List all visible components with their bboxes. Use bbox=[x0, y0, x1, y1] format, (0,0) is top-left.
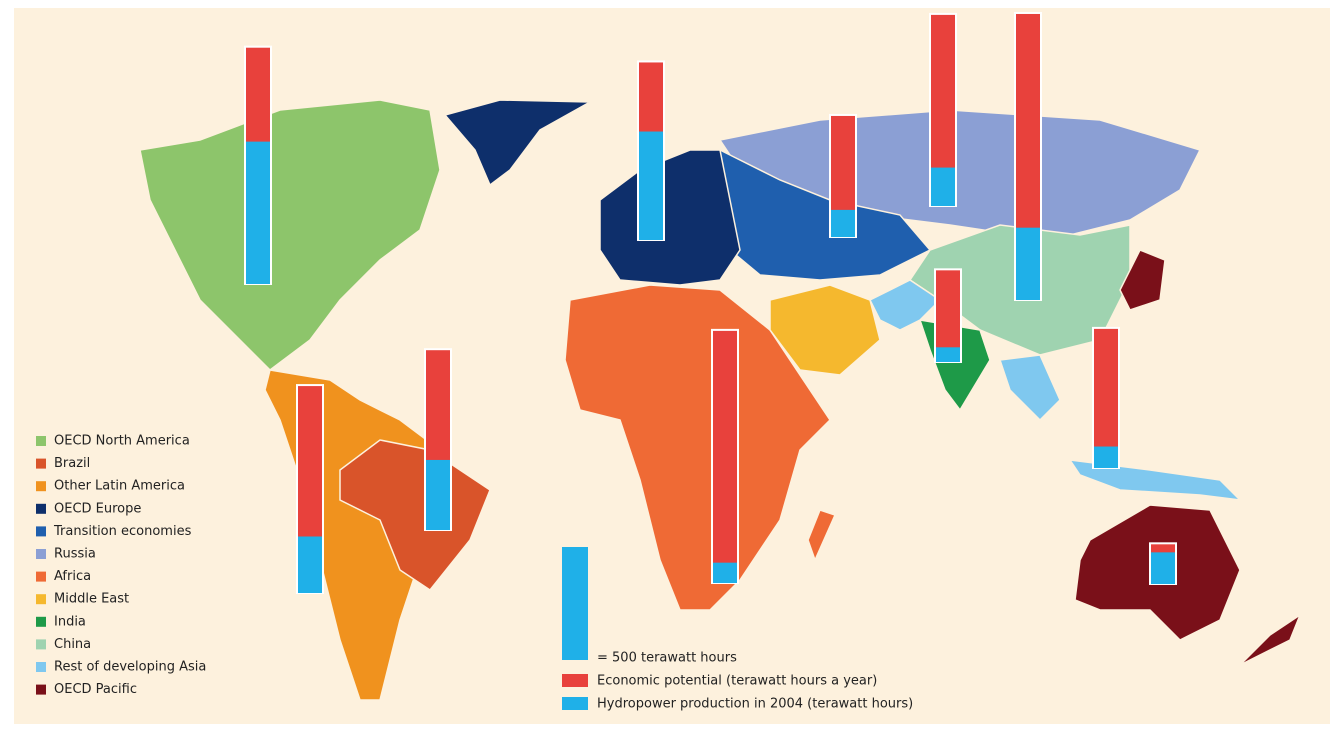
production-bar bbox=[713, 562, 737, 583]
scale-label: = 500 terawatt hours bbox=[597, 651, 737, 666]
scale-bar bbox=[562, 547, 588, 660]
production-bar bbox=[426, 459, 450, 530]
legend-swatch bbox=[36, 436, 46, 446]
legend-label: OECD Pacific bbox=[54, 682, 137, 697]
potential-bar bbox=[934, 268, 962, 363]
production-bar bbox=[639, 131, 663, 240]
legend-label: Transition economies bbox=[53, 524, 192, 539]
legend-swatch bbox=[36, 458, 46, 469]
legend-swatch bbox=[36, 571, 46, 582]
legend-swatch bbox=[36, 684, 46, 695]
legend-swatch bbox=[36, 662, 46, 672]
legend-label: Middle East bbox=[54, 592, 129, 607]
legend-swatch bbox=[36, 549, 46, 559]
legend-swatch bbox=[36, 594, 46, 605]
legend-label: Rest of developing Asia bbox=[54, 660, 206, 675]
production-bar bbox=[1016, 227, 1040, 300]
potential-bar bbox=[711, 328, 739, 584]
legend-label: India bbox=[54, 614, 86, 629]
legend-label: Economic potential (terawatt hours a yea… bbox=[597, 674, 877, 689]
legend-swatch bbox=[36, 616, 46, 627]
production-bar bbox=[931, 167, 955, 206]
legend-label: Brazil bbox=[54, 456, 90, 471]
production-bar bbox=[831, 209, 855, 237]
region-shape bbox=[1239, 613, 1302, 666]
legend-label: Russia bbox=[54, 547, 96, 562]
region-shape bbox=[1119, 249, 1166, 311]
production-bar bbox=[1094, 446, 1118, 468]
production-bar bbox=[246, 141, 270, 284]
production-bar bbox=[1151, 552, 1175, 584]
region-shape bbox=[807, 509, 837, 563]
legend-label: OECD Europe bbox=[54, 501, 141, 516]
legend-label: Hydropower production in 2004 (terawatt … bbox=[597, 697, 913, 712]
legend-swatch bbox=[36, 526, 46, 537]
region-shape bbox=[998, 354, 1061, 422]
legend-label: Other Latin America bbox=[54, 479, 185, 494]
region-shape bbox=[564, 284, 831, 611]
legend-swatch bbox=[36, 639, 46, 650]
production-bar bbox=[298, 536, 322, 593]
region-shape bbox=[443, 99, 593, 187]
legend-label: Africa bbox=[54, 569, 91, 584]
legend-swatch bbox=[562, 674, 588, 687]
legend-label: China bbox=[54, 637, 91, 652]
region-shape bbox=[339, 439, 491, 592]
region-shape bbox=[719, 148, 932, 281]
region-shape bbox=[769, 284, 881, 376]
region-shape bbox=[868, 279, 942, 331]
legend-swatch bbox=[562, 697, 588, 710]
legend-swatch bbox=[36, 503, 46, 514]
legend-label: OECD North America bbox=[54, 434, 190, 449]
region-shape bbox=[139, 99, 441, 371]
region-shape bbox=[1068, 459, 1243, 502]
region-shape bbox=[599, 149, 741, 286]
production-bar bbox=[936, 347, 960, 362]
legend-swatch bbox=[36, 481, 46, 492]
